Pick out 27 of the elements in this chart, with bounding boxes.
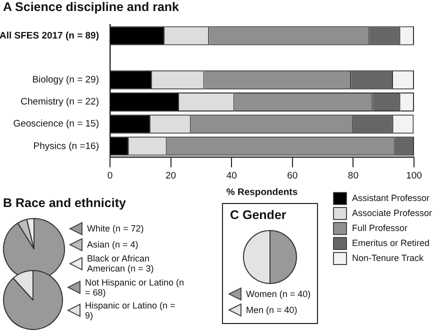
x-tick-label: 60 — [287, 170, 298, 182]
x-tick-label: 20 — [166, 170, 176, 182]
y-tick-label: Biology (n = 29) — [32, 74, 99, 86]
legend-label: Hispanic or Latino (n = 9) — [85, 300, 176, 321]
y-tick-label: Physics (n =16) — [33, 140, 99, 152]
legend-label: Emeritus or Retired — [352, 238, 430, 249]
x-tick-label: 80 — [348, 170, 358, 182]
legend-label: Asian (n = 4) — [87, 239, 138, 250]
legend-label: Women (n = 40) — [246, 288, 311, 300]
legend-label: Men (n = 40) — [246, 304, 298, 316]
legend-label: Assistant Professor — [352, 193, 430, 204]
chart-title: A Science discipline and rank — [3, 0, 179, 14]
x-tick-label: 40 — [226, 170, 237, 182]
chart-title: B Race and ethnicity — [3, 196, 126, 210]
x-tick-label: 0 — [107, 170, 113, 182]
x-tick-label: 100 — [406, 170, 422, 182]
legend-label: Black or African American (n = 3) — [87, 254, 155, 274]
legend-label: White (n = 72) — [87, 223, 144, 234]
legend-label: Not Hispanic or Latino (n = 68) — [85, 277, 185, 298]
legend-label: Full Professor — [352, 223, 408, 234]
y-tick-label: Geoscience (n = 15) — [13, 118, 99, 130]
y-tick-label: All SFES 2017 (n = 89) — [0, 30, 99, 42]
chart-title: C Gender — [230, 208, 286, 222]
x-axis-title: % Respondents — [226, 186, 298, 198]
legend-label: Associate Professor — [352, 208, 432, 219]
y-tick-label: Chemistry (n = 22) — [20, 96, 99, 108]
legend-label: Non-Tenure Track — [352, 253, 424, 264]
